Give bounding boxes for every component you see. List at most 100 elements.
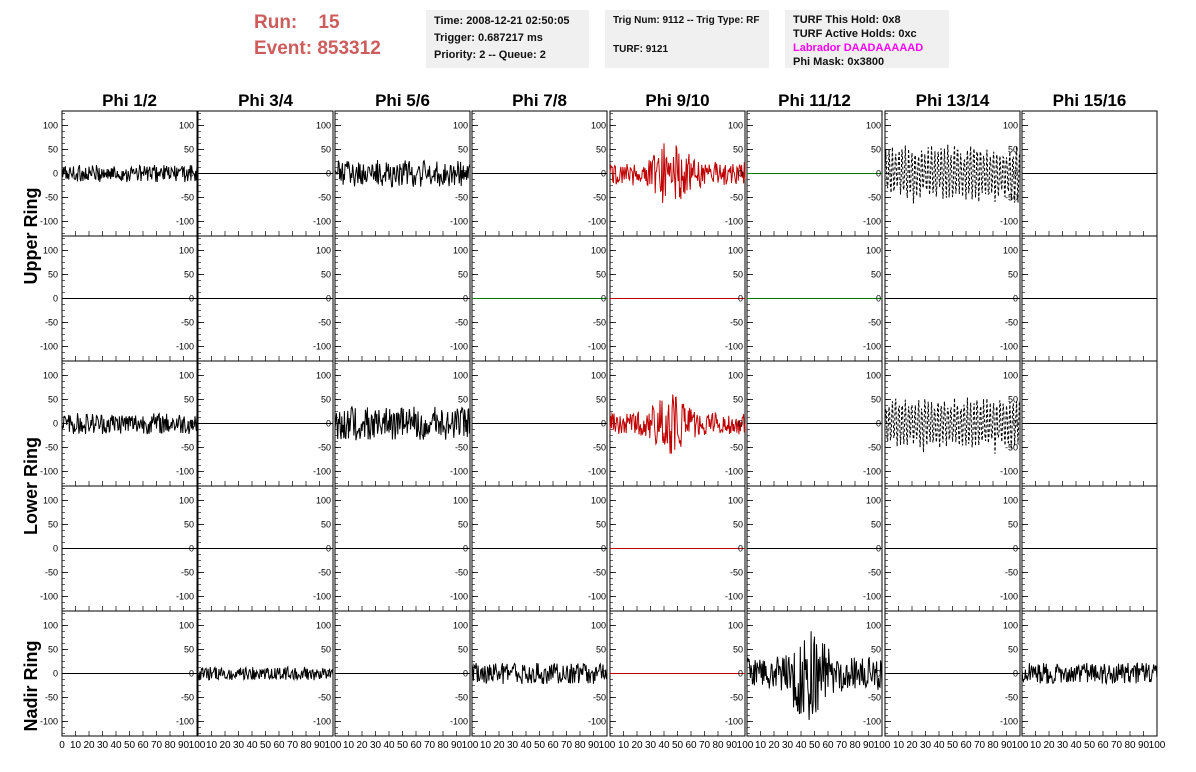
y-tick-label: -50 [455, 443, 468, 453]
x-tick-label: 20 [906, 740, 918, 751]
panel: 100 50 0 -50 -100 [1000, 610, 1158, 737]
y-tick-label: 100 [179, 495, 194, 505]
y-tick-label: -50 [45, 443, 58, 453]
x-tick-label: 70 [699, 740, 711, 751]
panel: 100 50 0 -50 -100 [588, 110, 746, 237]
y-tick-label: 100 [179, 370, 194, 380]
y-tick-label: 100 [866, 370, 881, 380]
y-tick-label: 0 [189, 544, 194, 554]
y-tick-label: -100 [176, 592, 194, 602]
y-tick-label: 100 [43, 245, 58, 255]
y-tick-label: 0 [876, 169, 881, 179]
y-tick-label: 100 [728, 120, 743, 130]
phi-mask-text: Phi Mask: 0x3800 [793, 56, 885, 68]
y-tick-label: 50 [1008, 394, 1018, 404]
y-tick-label: -50 [455, 693, 468, 703]
x-tick-label: 100 [874, 740, 891, 751]
x-tick-label: 10 [755, 740, 767, 751]
y-tick-label: 0 [601, 419, 606, 429]
y-tick-label: 100 [316, 495, 331, 505]
x-tick-label: 10 [1030, 740, 1042, 751]
y-tick-label: 100 [866, 245, 881, 255]
y-tick-label: -50 [593, 318, 606, 328]
column-title: Phi 9/10 [645, 91, 709, 110]
y-tick-label: 0 [53, 169, 58, 179]
y-tick-label: -100 [450, 342, 468, 352]
x-tick-label: 90 [451, 740, 463, 751]
y-tick-label: 50 [1008, 519, 1018, 529]
y-tick-label: -100 [1000, 717, 1018, 727]
y-tick-label: -50 [45, 693, 58, 703]
y-tick-label: -50 [593, 693, 606, 703]
y-tick-label: 100 [316, 120, 331, 130]
y-tick-label: 50 [596, 269, 606, 279]
panel: 100 50 0 -50 -100 [863, 235, 1021, 362]
panel: 100 50 0 -50 -100 [176, 485, 334, 612]
x-tick-label: 30 [920, 740, 932, 751]
y-tick-label: -50 [1005, 568, 1018, 578]
y-tick-label: 0 [876, 544, 881, 554]
x-tick-label: 30 [782, 740, 794, 751]
x-tick-label: 50 [809, 740, 821, 751]
y-tick-label: -50 [45, 568, 58, 578]
y-tick-label: 50 [184, 519, 194, 529]
x-tick-label: 40 [933, 740, 945, 751]
y-tick-label: -100 [313, 217, 331, 227]
y-tick-label: 0 [463, 419, 468, 429]
x-tick-label: 50 [397, 740, 409, 751]
y-tick-label: -50 [1005, 318, 1018, 328]
y-tick-label: 50 [184, 394, 194, 404]
x-tick-label: 30 [507, 740, 519, 751]
waveform-trace [609, 143, 746, 203]
waveform-trace [61, 412, 198, 435]
panel: 100 50 0 -50 -100 [313, 235, 471, 362]
x-tick-label: 100 [189, 740, 206, 751]
y-tick-label: -100 [1000, 217, 1018, 227]
y-tick-label: -50 [1005, 443, 1018, 453]
y-tick-label: -100 [176, 217, 194, 227]
y-tick-label: 100 [43, 495, 58, 505]
y-tick-label: 0 [189, 294, 194, 304]
y-tick-label: -100 [450, 467, 468, 477]
turf-this-hold-text: TURF This Hold: 0x8 [793, 14, 901, 26]
x-tick-label: 60 [137, 740, 149, 751]
panel: 100 50 0 -50 -100 [588, 360, 746, 487]
x-tick-label: 90 [588, 740, 600, 751]
y-tick-label: 100 [728, 245, 743, 255]
panel: 100 50 0 -50 -100 [450, 610, 608, 737]
y-tick-label: -50 [181, 318, 194, 328]
panel: 100 50 0 -50 -100 [40, 485, 198, 612]
y-tick-label: 50 [871, 269, 881, 279]
panel: 100 50 0 -50 -100 [450, 235, 608, 362]
panel: 100 50 0 -50 -100 [863, 485, 1021, 612]
y-tick-label: -100 [588, 342, 606, 352]
y-tick-label: 50 [48, 519, 58, 529]
y-tick-label: 50 [733, 269, 743, 279]
x-tick-label: 10 [893, 740, 905, 751]
y-tick-label: 50 [321, 644, 331, 654]
y-tick-label: -50 [45, 318, 58, 328]
panel: 100 50 0 -50 -100 [1000, 235, 1158, 362]
y-tick-label: -100 [725, 467, 743, 477]
x-tick-label: 30 [645, 740, 657, 751]
panel: 100 50 0 -50 -100 [40, 610, 198, 737]
panels: 100500-50-100100500-50-100100500-50-1001… [40, 110, 1166, 751]
y-tick-label: -100 [450, 217, 468, 227]
y-tick-label: -50 [730, 193, 743, 203]
y-tick-label: -100 [313, 717, 331, 727]
x-tick-label: 40 [1070, 740, 1082, 751]
column-title: Phi 15/16 [1053, 91, 1127, 110]
x-tick-label: 30 [97, 740, 109, 751]
y-tick-label: 50 [48, 644, 58, 654]
x-tick-label: 10 [70, 740, 82, 751]
turf-text: TURF: 9121 [613, 44, 669, 55]
y-tick-label: -100 [450, 592, 468, 602]
y-tick-label: 100 [43, 120, 58, 130]
x-tick-label: 80 [164, 740, 176, 751]
waveform-trace [61, 164, 198, 183]
y-tick-label: -100 [725, 217, 743, 227]
y-tick-label: 100 [591, 620, 606, 630]
y-tick-label: 50 [321, 394, 331, 404]
waveform-trace [471, 662, 608, 685]
y-tick-label: 100 [728, 495, 743, 505]
